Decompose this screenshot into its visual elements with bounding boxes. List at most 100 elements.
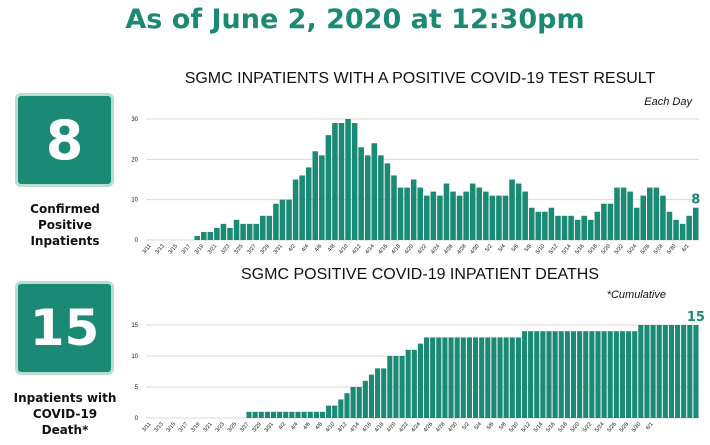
- deaths-bar: [466, 337, 472, 418]
- deaths-x-tick-label: 4/12: [337, 421, 348, 433]
- inpatients-x-tick-label: 5/12: [548, 243, 559, 255]
- inpatients-x-tick-label: 3/15: [168, 243, 179, 255]
- deaths-bar: [681, 325, 687, 418]
- deaths-bar: [626, 331, 632, 418]
- inpatients-bar: [358, 147, 364, 240]
- inpatients-bar: [345, 119, 351, 240]
- inpatients-bar: [581, 215, 587, 240]
- inpatients-y-tick-label: 0: [135, 238, 139, 244]
- deaths-bar: [307, 411, 313, 418]
- inpatients-bar: [260, 215, 266, 240]
- deaths-bar: [577, 331, 583, 418]
- inpatients-x-tick-label: 6/1: [681, 243, 691, 253]
- deaths-bar: [405, 349, 411, 418]
- deaths-x-tick-label: 4/14: [349, 421, 360, 433]
- inpatients-bar: [463, 191, 469, 240]
- deaths-bar: [485, 337, 491, 418]
- inpatients-x-tick-label: 4/24: [430, 243, 441, 255]
- deaths-x-tick-label: 4/4: [290, 421, 300, 431]
- deaths-bar: [344, 393, 350, 418]
- deaths-bar: [497, 337, 503, 418]
- inpatients-bar: [227, 227, 233, 240]
- inpatients-x-tick-label: 5/20: [600, 243, 611, 255]
- inpatients-bar: [528, 207, 535, 240]
- inpatients-bar: [509, 179, 515, 240]
- deaths-bar: [319, 411, 326, 418]
- inpatients-bar: [220, 223, 227, 240]
- deaths-x-tick-label: 4/20: [386, 421, 397, 433]
- deaths-bar: [668, 325, 675, 418]
- deaths-y-tick-label: 5: [135, 385, 139, 391]
- deaths-bar: [558, 331, 564, 418]
- inpatients-bar: [378, 155, 384, 240]
- deaths-bar: [399, 356, 405, 418]
- inpatients-x-tick-label: 5/16: [574, 243, 585, 255]
- inpatients-bar: [253, 223, 260, 240]
- inpatient-deaths-count: 15: [15, 281, 114, 375]
- inpatients-bar: [535, 211, 542, 240]
- inpatients-bar: [305, 167, 312, 240]
- deaths-bar: [687, 325, 693, 418]
- inpatients-x-tick-label: 3/29: [259, 243, 270, 255]
- inpatients-bar: [207, 231, 214, 240]
- inpatients-x-tick-label: 5/18: [587, 243, 598, 255]
- inpatients-bar: [437, 195, 443, 240]
- inpatients-x-tick-label: 3/31: [273, 243, 284, 255]
- inpatients-bar: [640, 195, 647, 240]
- inpatients-bar: [568, 215, 574, 240]
- inpatients-bar: [391, 175, 397, 240]
- deaths-bar: [528, 331, 534, 418]
- inpatients-x-tick-label: 4/26: [443, 243, 454, 255]
- deaths-bar: [258, 411, 264, 418]
- inpatients-bar: [627, 191, 633, 240]
- deaths-bar: [270, 411, 277, 418]
- inpatients-bar: [299, 175, 305, 240]
- inpatients-x-tick-label: 4/28: [456, 243, 467, 255]
- deaths-x-tick-label: 3/23: [215, 421, 226, 433]
- inpatients-bar: [371, 143, 378, 240]
- inpatients-bar: [384, 163, 391, 240]
- deaths-bar: [650, 325, 656, 418]
- inpatients-x-tick-label: 5/14: [561, 243, 572, 255]
- deaths-bar: [583, 331, 589, 418]
- inpatients-x-tick-label: 4/8: [327, 243, 337, 253]
- inpatients-x-tick-label: 3/13: [154, 243, 165, 255]
- inpatients-bar: [601, 203, 607, 240]
- deaths-bar: [326, 405, 332, 418]
- inpatients-bar: [364, 155, 371, 240]
- deaths-x-tick-label: 5/6: [486, 421, 496, 431]
- deaths-bar: [638, 325, 644, 418]
- deaths-bar: [534, 331, 540, 418]
- inpatients-x-tick-label: 5/8: [524, 243, 534, 253]
- inpatients-bar: [319, 155, 325, 240]
- deaths-bar: [675, 325, 681, 418]
- deaths-bar: [283, 411, 289, 418]
- deaths-x-tick-label: 3/31: [264, 421, 275, 433]
- inpatients-x-tick-label: 4/6: [314, 243, 324, 253]
- deaths-chart-note: *Cumulative: [606, 289, 666, 301]
- inpatients-bar: [620, 187, 627, 240]
- inpatients-x-tick-label: 5/2: [484, 243, 494, 253]
- deaths-bar: [387, 356, 393, 418]
- deaths-bar: [613, 331, 619, 418]
- inpatients-x-tick-label: 3/17: [181, 243, 192, 255]
- inpatients-bar: [240, 223, 246, 240]
- inpatients-y-tick-label: 30: [131, 117, 138, 123]
- inpatients-x-tick-label: 3/23: [220, 243, 231, 255]
- label-line: Inpatients: [30, 234, 100, 248]
- inpatients-bar: [233, 219, 240, 240]
- inpatients-y-tick-label: 20: [131, 157, 138, 163]
- deaths-x-tick-label: 5/30: [631, 421, 642, 433]
- inpatients-bar: [548, 207, 555, 240]
- deaths-bar: [570, 331, 577, 418]
- deaths-bar: [656, 325, 662, 418]
- inpatients-bar: [522, 191, 528, 240]
- deaths-x-tick-label: 5/26: [606, 421, 617, 433]
- deaths-bar: [252, 411, 258, 418]
- deaths-bar: [289, 411, 295, 418]
- inpatients-bar: [273, 203, 279, 240]
- deaths-bar: [417, 343, 423, 418]
- deaths-bar: [332, 405, 338, 418]
- deaths-bar: [313, 411, 319, 418]
